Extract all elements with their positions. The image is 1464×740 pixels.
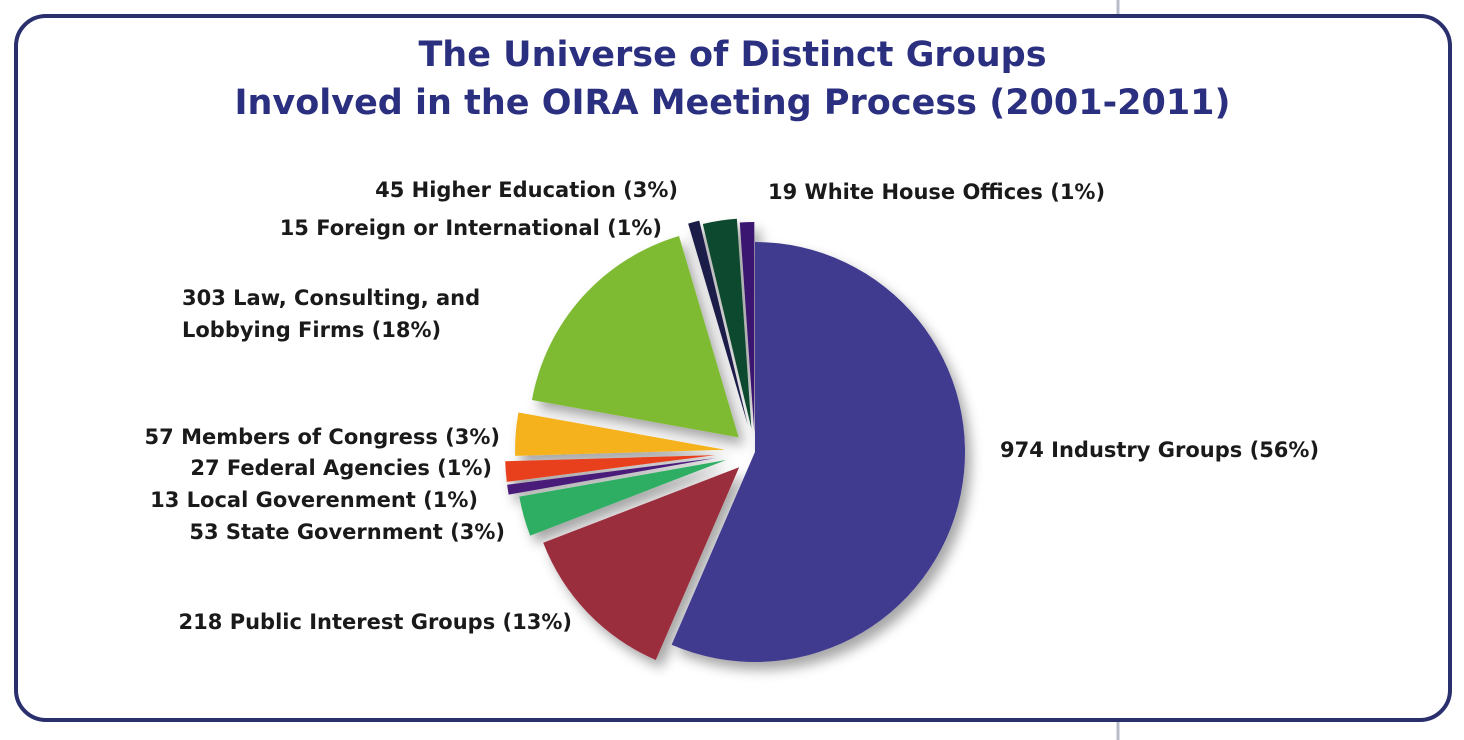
pie-slice [688, 220, 748, 425]
slice-label: 218 Public Interest Groups (13%) [178, 610, 572, 634]
pie-slice [531, 235, 739, 438]
pie-slice [519, 460, 727, 536]
pie [505, 218, 965, 662]
slice-label: 13 Local Goverenment (1%) [150, 488, 478, 512]
pie-slice [702, 218, 752, 429]
chart-title: The Universe of Distinct Groups [418, 35, 1047, 75]
pie-slice [739, 222, 755, 433]
slice-label: 303 Law, Consulting, and Lobbying Firms … [182, 286, 481, 342]
pie-slice [507, 458, 716, 495]
slice-label: 27 Federal Agencies (1%) [190, 456, 492, 480]
pie-slice [543, 467, 740, 660]
slice-label: 53 State Government (3%) [189, 520, 505, 544]
pie-slice [671, 242, 965, 662]
slice-label: 57 Members of Congress (3%) [144, 425, 500, 449]
pie-slice [515, 412, 726, 456]
slice-label: 19 White House Offices (1%) [768, 180, 1106, 204]
chart-title: Involved in the OIRA Meeting Process (20… [234, 83, 1231, 123]
slice-label: 974 Industry Groups (56%) [1000, 438, 1320, 462]
pie-slice [505, 455, 716, 482]
slice-label: 15 Foreign or International (1%) [279, 216, 662, 240]
slice-label: 45 Higher Education (3%) [375, 178, 678, 202]
